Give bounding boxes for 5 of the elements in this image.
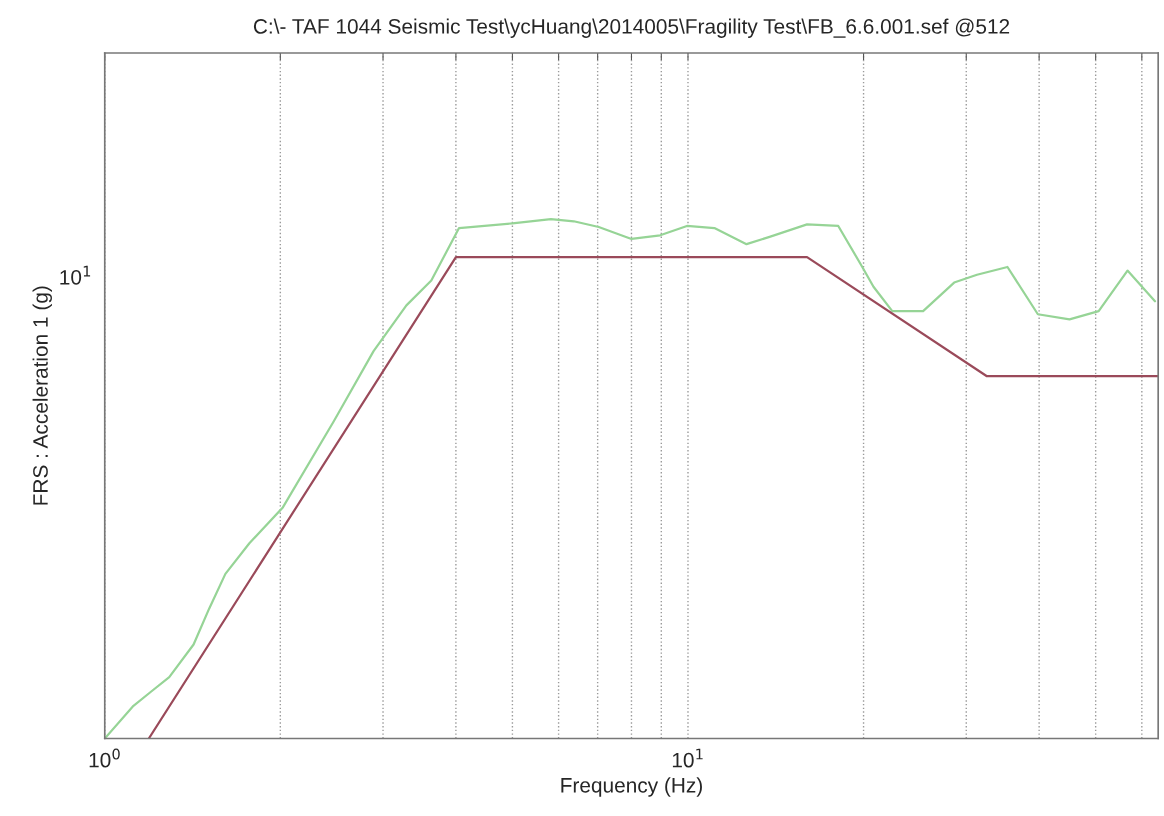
- chart-title: C:\- TAF 1044 Seismic Test\ycHuang\2014005\Fragility Test\FB_6.6.001.sef @512: [253, 18, 1010, 38]
- text: 10$^{1}$: [60, 265, 91, 285]
- x-tick-label: 10$^{0}$: [89, 748, 120, 768]
- x-axis-title: Frequency (Hz): [561, 777, 702, 797]
- y-axis-title: FRS : Acceleration 1 (g): [32, 286, 52, 505]
